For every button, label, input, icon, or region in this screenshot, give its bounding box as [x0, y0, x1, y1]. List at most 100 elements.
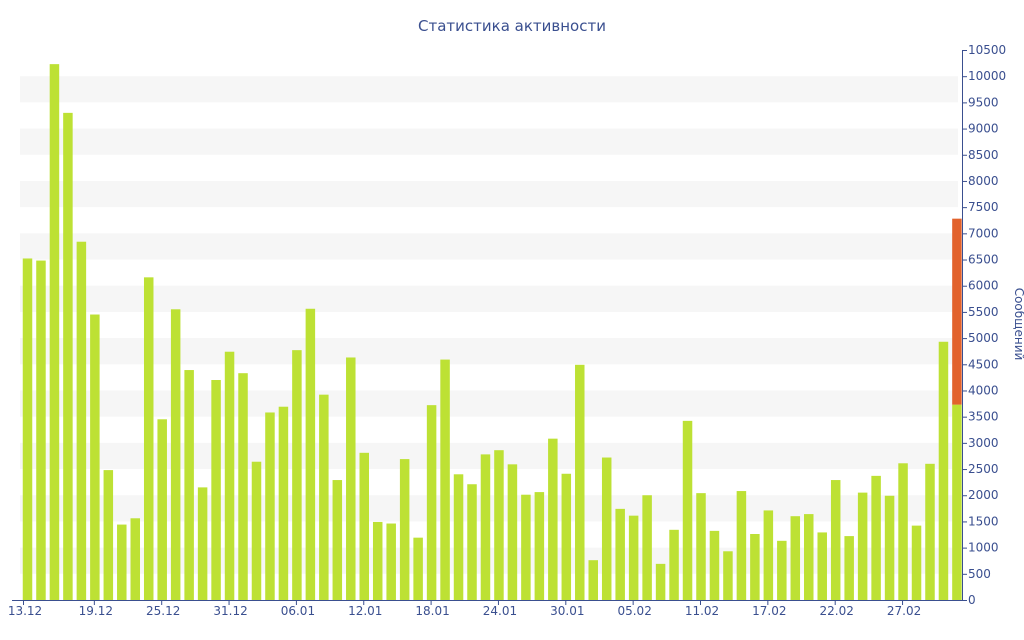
y-tick-label: 8000 [968, 174, 999, 188]
bar [709, 530, 720, 600]
grid-band [20, 76, 958, 103]
bar [197, 487, 208, 600]
bar [467, 484, 477, 600]
bar [130, 518, 141, 600]
bar [750, 534, 760, 600]
x-tick-label: 13.12 [8, 604, 42, 618]
bar [871, 475, 881, 600]
bar [857, 492, 868, 600]
bar [453, 474, 464, 600]
grid-band [20, 390, 958, 417]
bars-group [22, 64, 962, 600]
bar [22, 258, 33, 600]
bar [898, 463, 908, 600]
x-tick-label: 25.12 [146, 604, 180, 618]
grid-band [20, 285, 958, 312]
bar [521, 494, 531, 600]
bar [952, 404, 962, 600]
bar [117, 524, 127, 600]
bar [426, 405, 437, 600]
bar [601, 457, 612, 600]
bar [440, 359, 450, 600]
bar [49, 64, 60, 600]
y-axis-label: Сообщений [1012, 288, 1024, 361]
y-axis-ticks: 0 500 1000 1500 2000 2500 3000 3500 4000 4500 5000… [962, 43, 1006, 607]
bar [184, 370, 194, 600]
x-tick-label: 19.12 [79, 604, 113, 618]
bar [548, 438, 558, 600]
bar [844, 536, 854, 600]
bar [561, 473, 572, 600]
bar [413, 537, 423, 600]
grid-band [20, 128, 958, 155]
bar [534, 492, 545, 600]
y-tick-label: 4500 [968, 357, 999, 371]
bar [830, 480, 841, 600]
y-tick-label: 2500 [968, 462, 999, 476]
bar [157, 419, 167, 600]
y-tick-label: 3000 [968, 436, 999, 450]
bar [925, 463, 935, 600]
y-tick-label: 6000 [968, 279, 999, 293]
bar [763, 510, 774, 600]
x-tick-label: 22.02 [820, 604, 854, 618]
x-tick-label: 31.12 [213, 604, 247, 618]
y-tick-label: 4000 [968, 383, 999, 397]
x-axis-ticks: 13.12 19.12 25.12 31.12 06.01 12.01 18.01 24.01… [8, 600, 921, 618]
bar [90, 314, 100, 600]
bar [224, 351, 235, 600]
x-tick-label: 11.02 [685, 604, 719, 618]
bar [777, 540, 787, 600]
bar [628, 515, 639, 600]
bar [211, 380, 221, 600]
x-tick-label: 06.01 [281, 604, 315, 618]
bar [238, 373, 248, 600]
grid-band [20, 233, 958, 260]
bar [278, 406, 289, 600]
y-tick-label: 10500 [968, 43, 1006, 57]
bar [103, 470, 114, 600]
bar [480, 454, 491, 600]
x-tick-label: 17.02 [752, 604, 786, 618]
bar [143, 277, 154, 600]
y-tick-label: 10000 [968, 69, 1006, 83]
y-tick-label: 7000 [968, 226, 999, 240]
bar [319, 394, 329, 600]
bar [696, 493, 706, 600]
bar [588, 560, 598, 600]
bar [817, 532, 827, 600]
y-tick-label: 7500 [968, 200, 999, 214]
bar [494, 450, 504, 600]
y-tick-label: 1000 [968, 541, 999, 555]
x-tick-label: 30.01 [550, 604, 584, 618]
bar [790, 516, 801, 600]
bar [332, 480, 343, 600]
y-tick-label: 5500 [968, 305, 999, 319]
y-tick-label: 1500 [968, 514, 999, 528]
bar-highlight [952, 218, 962, 405]
grid-band [20, 180, 958, 208]
bar [736, 491, 747, 600]
y-tick-label: 9000 [968, 122, 999, 136]
y-tick-label: 3500 [968, 410, 999, 424]
bar [76, 241, 87, 600]
bar [346, 357, 356, 600]
bar [642, 495, 652, 600]
bar [170, 309, 181, 600]
bar [399, 459, 410, 600]
y-tick-label: 500 [968, 567, 991, 581]
bar [682, 420, 693, 600]
bar [575, 364, 585, 600]
y-tick-label: 9500 [968, 95, 999, 109]
bar [36, 260, 46, 600]
x-tick-label: 18.01 [415, 604, 449, 618]
bar [804, 514, 814, 600]
bar [884, 495, 895, 600]
bar [359, 452, 369, 600]
bar [655, 563, 666, 600]
bar [63, 112, 73, 600]
x-tick-label: 05.02 [617, 604, 651, 618]
y-tick-label: 5000 [968, 331, 999, 345]
x-tick-label: 24.01 [483, 604, 517, 618]
